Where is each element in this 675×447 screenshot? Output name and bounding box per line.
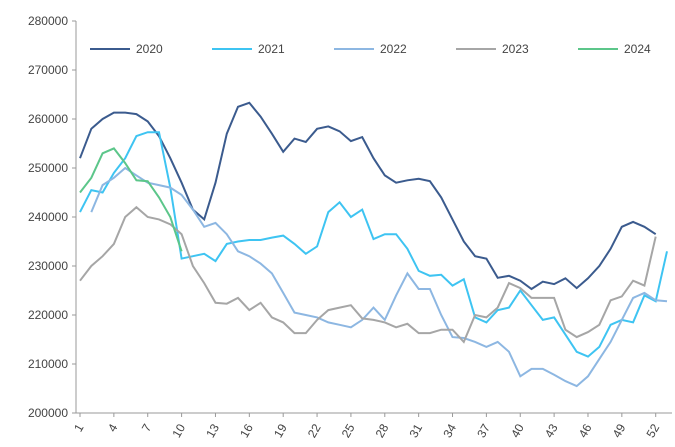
x-tick-label: 7 [139,421,155,434]
y-tick-label: 260000 [28,112,68,126]
y-tick-label: 210000 [28,357,68,371]
x-tick-label: 46 [576,421,595,440]
x-tick-label: 31 [406,421,425,440]
y-tick-label: 270000 [28,63,68,77]
legend-label: 2022 [380,42,407,56]
y-tick-label: 230000 [28,259,68,273]
legend-label: 2020 [136,42,163,56]
x-tick-label: 43 [542,421,561,440]
x-tick-label: 37 [474,421,493,440]
x-tick-label: 34 [440,421,459,440]
series-line [79,205,657,344]
x-tick-label: 49 [610,421,629,440]
x-tick-label: 1 [71,421,87,434]
legend-label: 2024 [624,42,651,56]
series-line [79,147,183,252]
x-tick-label: 16 [237,421,256,440]
series-line [90,166,668,388]
legend-label: 2021 [258,42,285,56]
x-tick-label: 52 [644,421,663,440]
legend-label: 2023 [502,42,529,56]
x-tick-label: 19 [271,421,290,440]
y-tick-label: 240000 [28,210,68,224]
y-tick-label: 200000 [28,406,68,420]
x-tick-label: 4 [105,421,121,434]
x-tick-label: 10 [169,421,188,440]
y-tick-label: 250000 [28,161,68,175]
y-tick-label: 280000 [28,14,68,28]
x-tick-label: 25 [339,421,358,440]
x-tick-label: 13 [203,421,222,440]
series-line [79,131,668,358]
y-tick-label: 220000 [28,308,68,322]
x-tick-label: 40 [508,421,527,440]
x-tick-label: 28 [373,421,392,440]
x-tick-label: 22 [305,421,324,440]
series-line [79,101,657,291]
